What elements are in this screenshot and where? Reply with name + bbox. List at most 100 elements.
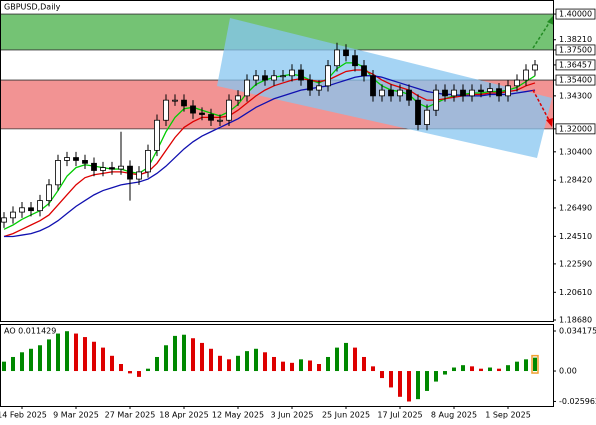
candle-body (388, 89, 394, 97)
ao-frame (0, 324, 554, 407)
price-plot (1, 42, 538, 238)
ao-bar (470, 366, 474, 372)
ao-bar (200, 342, 204, 372)
candle-body (46, 184, 52, 202)
ao-bar (299, 359, 303, 372)
x-tick-label: 14 Feb 2025 (0, 411, 47, 420)
ao-bar (65, 331, 69, 372)
candle-body (451, 89, 457, 97)
y-tick-label: 1.40000 (559, 10, 592, 19)
ao-bar (146, 368, 150, 372)
ao-bar (20, 352, 24, 372)
ao-bar (236, 355, 240, 372)
ao-bar (128, 371, 132, 374)
candle-body (334, 49, 340, 67)
ao-bar (290, 362, 294, 372)
y-tick-box (555, 74, 596, 86)
ao-bar (452, 367, 456, 372)
ao-bar (443, 371, 447, 375)
candle-body (109, 167, 115, 170)
ao-bar (227, 359, 231, 372)
candle-body (19, 207, 25, 213)
candle-body (73, 157, 79, 161)
ao-bar (380, 371, 384, 379)
candle-body (172, 99, 178, 102)
ao-bar (461, 365, 465, 372)
ao-bar (254, 348, 258, 372)
y-tick-label: 0.00 (559, 367, 577, 376)
candle-body (325, 65, 331, 87)
x-tick-label: 3 Jun 2025 (270, 411, 313, 420)
candle-body (343, 49, 349, 57)
candle-body (190, 105, 196, 114)
y-tick-label: 1.24510 (559, 232, 592, 241)
candle-body (55, 160, 61, 186)
ao-bar (191, 338, 195, 372)
ao-bar (389, 371, 393, 388)
candle-body (28, 207, 34, 212)
ao-bar (182, 334, 186, 372)
candle-body (424, 109, 430, 125)
candle-body (352, 55, 358, 67)
candle-body (82, 160, 88, 164)
y-tick-label: 1.36457 (559, 60, 592, 69)
price-frame (0, 0, 554, 322)
candle-body (64, 157, 70, 161)
ao-bar (344, 342, 348, 372)
y-tick-label: 1.37500 (559, 45, 592, 54)
y-tick-label: 1.35400 (559, 76, 592, 85)
y-tick-box (555, 123, 596, 135)
candle-body (523, 69, 529, 81)
candle-body (487, 88, 493, 92)
ao-bar (11, 356, 15, 372)
ao-bar (326, 356, 330, 372)
candle-body (397, 89, 403, 97)
ao-bar (83, 337, 87, 372)
y-tick-label: 1.26490 (559, 203, 592, 212)
ao-bar (155, 356, 159, 372)
candle-body (244, 79, 250, 97)
y-tick-label: 1.18680 (559, 316, 592, 325)
ao-bar (173, 335, 177, 372)
candle-body (136, 171, 142, 180)
down-arrow-head (546, 118, 553, 127)
ao-bar (506, 365, 510, 372)
y-tick-label: 1.28420 (559, 176, 592, 185)
candle-body (271, 75, 277, 81)
x-tick-label: 17 Jul 2025 (377, 411, 422, 420)
candle-body (316, 85, 322, 91)
candle-body (118, 165, 124, 170)
ao-bar (263, 352, 267, 372)
candle-body (235, 95, 241, 101)
candle-body (208, 114, 214, 121)
ao-bar (101, 347, 105, 372)
x-tick-label: 27 Mar 2025 (105, 411, 156, 420)
x-tick-label: 18 Apr 2025 (159, 411, 208, 420)
y-tick-box (555, 59, 596, 71)
candle-body (181, 99, 187, 107)
candle-body (532, 64, 538, 71)
candle-body (379, 89, 385, 97)
x-tick-label: 8 Aug 2025 (431, 411, 477, 420)
ao-bar (209, 348, 213, 372)
y-tick-label: 1.32000 (559, 124, 592, 133)
candle-body (469, 89, 475, 97)
ao-bar (488, 367, 492, 372)
candle-body (406, 89, 412, 101)
ao-bar (317, 364, 321, 372)
ao-bar (119, 364, 123, 372)
candle-body (496, 88, 502, 97)
ao-bar (56, 333, 60, 372)
trend-channel (217, 18, 552, 158)
x-tick-label: 9 Mar 2025 (53, 411, 99, 420)
x-tick-label: 1 Sep 2025 (485, 411, 531, 420)
candle-body (478, 89, 484, 92)
y-tick-label: -0.025962 (559, 397, 596, 406)
ao-bar (416, 371, 420, 400)
ao-bar (110, 355, 114, 372)
ao-bar (371, 366, 375, 372)
ao-title: AO 0.011429 (4, 327, 56, 336)
candle-body (505, 85, 511, 97)
ao-bar (515, 361, 519, 372)
